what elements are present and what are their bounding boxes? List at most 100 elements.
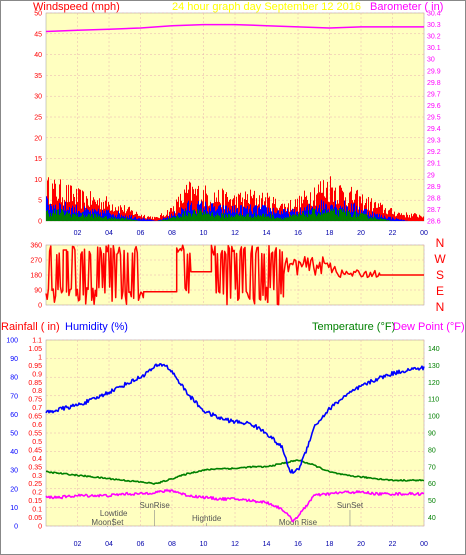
- wind-x-tick: 06: [137, 230, 145, 237]
- baro-y-tick: 29.8: [427, 80, 441, 87]
- wind-y-tick: 30: [34, 94, 42, 101]
- temperature-y-tick: 100: [428, 414, 440, 421]
- rainfall-y-tick: 1.1: [32, 338, 42, 345]
- humidity-y-tick: 10: [10, 505, 18, 512]
- temperature-y-tick: 40: [428, 515, 436, 522]
- humidity-x-tick: 04: [105, 541, 113, 548]
- wind-y-tick: 5: [38, 198, 42, 205]
- wind-x-tick: 20: [357, 230, 365, 237]
- wind-y-tick: 40: [34, 52, 42, 59]
- direction-y-tick: 270: [30, 258, 42, 265]
- humidity-y-tick: 0: [14, 524, 18, 531]
- temperature-y-tick: 140: [428, 346, 440, 353]
- humidity-y-tick: 20: [10, 486, 18, 493]
- rainfall-y-tick: 0.7: [32, 405, 42, 412]
- event-label: Hightide: [192, 514, 222, 523]
- rainfall-y-tick: 1: [38, 354, 42, 361]
- humidity-axis-label: Humidity (%): [65, 321, 128, 333]
- wind-x-tick: 02: [74, 230, 82, 237]
- humidity-line: [45, 363, 425, 474]
- temperature-y-tick: 60: [428, 481, 436, 488]
- windspeed-axis-label: Windspeed (mph): [33, 1, 120, 13]
- compass-n-bottom: N: [436, 300, 445, 314]
- barometer-axis-label: Barometer ( in): [370, 1, 443, 13]
- humidity-temp-y-ticks: 0 0.050.1 0.150.2 0.250.3 0.350.4 0.450.50.55…: [6, 338, 439, 531]
- wind-x-tick: 04: [105, 230, 113, 237]
- temperature-y-tick: 70: [428, 464, 436, 471]
- event-label: SunSet: [337, 501, 364, 510]
- baro-y-tick: 29: [427, 172, 435, 179]
- humidity-x-tick: 08: [168, 541, 176, 548]
- humidity-y-tick: 100: [6, 338, 18, 345]
- event-label: MoonSet: [91, 518, 124, 527]
- rainfall-y-tick: 0.35: [28, 464, 42, 471]
- temperature-y-tick: 120: [428, 380, 440, 387]
- rainfall-y-tick: 0.65: [28, 414, 42, 421]
- humidity-x-tick: 00: [420, 541, 428, 548]
- wind-x-tick: 00: [420, 230, 428, 237]
- humidity-y-tick: 60: [10, 412, 18, 419]
- humidity-y-tick: 40: [10, 449, 18, 456]
- baro-y-tick: 30: [427, 57, 435, 64]
- humidity-temp-grid: [46, 339, 425, 527]
- wind-min-bars: [46, 208, 393, 221]
- humidity-x-tick: 22: [389, 541, 397, 548]
- direction-y-tick: 180: [30, 273, 42, 280]
- rainfall-y-tick: 0.15: [28, 498, 42, 505]
- rainfall-y-tick: 0.8: [32, 388, 42, 395]
- humidity-y-tick: 80: [10, 375, 18, 382]
- baro-y-tick: 29.7: [427, 91, 441, 98]
- baro-y-tick: 29.9: [427, 68, 441, 75]
- humidity-x-tick: 20: [357, 541, 365, 548]
- rainfall-y-tick: 0.55: [28, 431, 42, 438]
- baro-y-tick: 29.5: [427, 115, 441, 122]
- rainfall-y-tick: 0.75: [28, 397, 42, 404]
- baro-y-tick: 28.6: [427, 219, 441, 226]
- wind-y-tick: 15: [34, 156, 42, 163]
- event-label: Moon Rise: [279, 518, 318, 527]
- rainfall-y-tick: 0.85: [28, 380, 42, 387]
- wind-y-tick: 45: [34, 31, 42, 38]
- humidity-x-tick: 18: [326, 541, 334, 548]
- rainfall-y-tick: 0.6: [32, 422, 42, 429]
- rainfall-y-tick: 0.05: [28, 515, 42, 522]
- wind-x-tick: 08: [168, 230, 176, 237]
- wind-baro-x-ticks: 02 04 06 08 10 12 14 16 18 20 22 00: [74, 230, 428, 237]
- rainfall-y-tick: 0.9: [32, 371, 42, 378]
- dewpoint-axis-label: Dew Point (°F): [393, 321, 465, 333]
- wind-baro-series: [45, 23, 424, 221]
- humidity-x-tick: 16: [294, 541, 302, 548]
- baro-y-tick: 28.7: [427, 207, 441, 214]
- event-label: SunRise: [140, 501, 171, 510]
- humidity-x-tick: 12: [231, 541, 239, 548]
- rainfall-y-tick: 0.2: [32, 490, 42, 497]
- rainfall-y-tick: 0.4: [32, 456, 42, 463]
- baro-y-tick: 29.1: [427, 161, 441, 168]
- dewpoint-line: [45, 489, 424, 523]
- humidity-y-tick: 90: [10, 356, 18, 363]
- humidity-temp-series: [45, 363, 425, 523]
- rainfall-y-tick: 1.05: [28, 346, 42, 353]
- direction-y-tick: 0: [38, 303, 42, 310]
- humidity-temp-x-ticks: 02 04 06 08 10 12 14 16 18 20 22 00: [74, 541, 428, 548]
- humidity-x-tick: 02: [74, 541, 82, 548]
- graph-title: 24 hour graph day September 12 2016: [172, 1, 361, 13]
- compass-e: E: [436, 284, 444, 298]
- rainfall-y-tick: 0.95: [28, 363, 42, 370]
- wind-direction-line: [45, 244, 424, 306]
- wind-x-tick: 22: [389, 230, 397, 237]
- temperature-axis-label: Temperature (°F): [312, 321, 395, 333]
- event-label: Lowtide: [100, 509, 128, 518]
- wind-direction-y-ticks: 0 90 180 270 360: [30, 243, 42, 310]
- wind-x-tick: 14: [263, 230, 271, 237]
- wind-x-tick: 18: [326, 230, 334, 237]
- wind-y-tick: 25: [34, 115, 42, 122]
- rainfall-y-tick: 0.45: [28, 447, 42, 454]
- baro-y-tick: 30.4: [427, 11, 441, 18]
- wind-y-tick: 35: [34, 73, 42, 80]
- rainfall-y-tick: 0: [38, 524, 42, 531]
